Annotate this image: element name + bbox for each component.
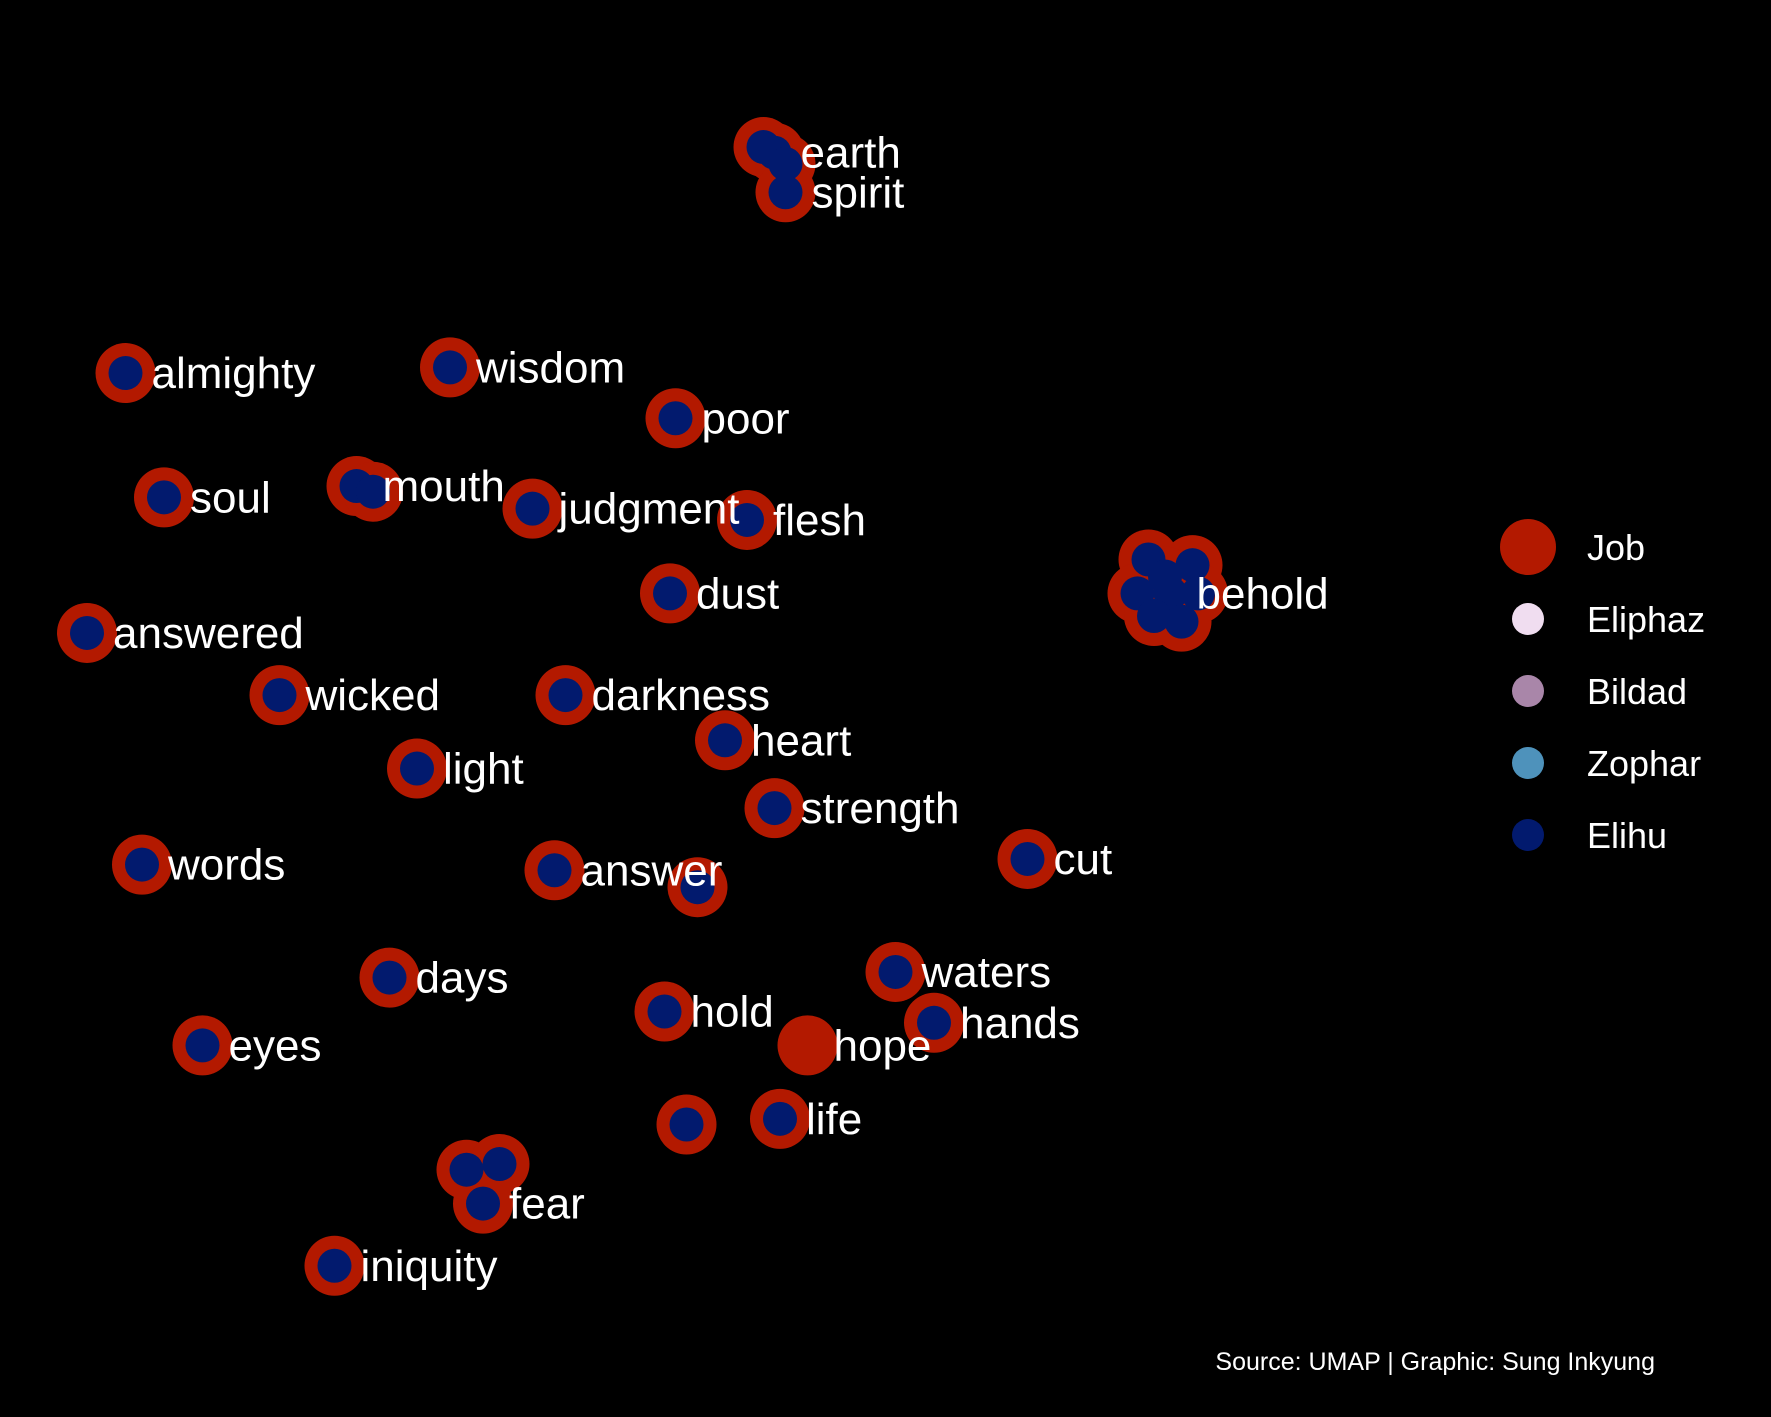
word-label-strength: strength (801, 784, 960, 833)
elihu-point-judgment (515, 491, 550, 526)
elihu-point-behold-6 (1164, 604, 1199, 639)
elihu-point-behold-7 (1148, 559, 1182, 594)
elihu-point-answer (537, 853, 572, 888)
word-label-light: light (443, 745, 524, 794)
word-label-cut: cut (1054, 835, 1113, 884)
points-layer (57, 117, 1228, 1296)
elihu-point-dust (653, 576, 687, 611)
word-label-iniquity: iniquity (361, 1242, 498, 1291)
word-label-earth: earth (801, 129, 901, 178)
word-label-fear: fear (509, 1180, 585, 1229)
word-label-flesh: flesh (773, 496, 866, 545)
word-label-almighty: almighty (152, 349, 316, 398)
word-label-wicked: wicked (305, 671, 441, 720)
legend-label-bildad: Bildad (1587, 671, 1687, 712)
job-point-hope (777, 1015, 838, 1076)
elihu-point-days (372, 960, 407, 995)
elihu-point-fear-2 (482, 1147, 517, 1182)
elihu-point-heart (708, 723, 742, 758)
elihu-point-flesh (730, 502, 764, 537)
elihu-point-fear (466, 1186, 500, 1221)
elihu-point-eyes (185, 1028, 220, 1063)
legend-key-bildad (1512, 675, 1544, 707)
legend-label-job: Job (1587, 527, 1645, 568)
word-label-answer: answer (581, 846, 723, 895)
elihu-point-answered (70, 615, 104, 650)
word-label-heart: heart (751, 716, 851, 765)
elihu-point-darkness (548, 678, 583, 713)
word-label-wisdom: wisdom (475, 343, 625, 392)
word-label-hands: hands (960, 999, 1080, 1048)
elihu-point-life-1 (669, 1107, 704, 1142)
word-label-judgment: judgment (557, 485, 740, 534)
elihu-point-iniquity (317, 1248, 352, 1283)
elihu-point-wisdom (433, 350, 467, 385)
legend-key-job (1500, 519, 1556, 575)
word-label-words: words (167, 841, 285, 890)
elihu-point-spirit (768, 175, 803, 210)
elihu-point-words (125, 847, 159, 882)
elihu-point-strength (757, 791, 792, 826)
word-label-hold: hold (691, 988, 774, 1037)
legend: Job Eliphaz Bildad Zophar Elihu (1500, 519, 1705, 856)
legend-key-elihu (1512, 819, 1544, 851)
word-label-hope: hope (834, 1021, 932, 1070)
word-label-waters: waters (921, 948, 1052, 997)
elihu-point-behold-4 (1181, 576, 1215, 611)
elihu-point-mouth-1 (356, 474, 390, 509)
word-label-answered: answered (113, 609, 304, 658)
elihu-point-waters (878, 954, 913, 989)
word-label-darkness: darkness (592, 671, 771, 720)
elihu-point-answer-1 (680, 870, 715, 905)
elihu-point-soul (147, 480, 181, 515)
elihu-point-behold-2 (1175, 548, 1210, 583)
elihu-point-hands (917, 1005, 951, 1040)
legend-label-elihu: Elihu (1587, 815, 1667, 856)
elihu-point-life (763, 1101, 797, 1136)
word-label-mouth: mouth (383, 462, 505, 511)
elihu-point-poor (658, 401, 693, 436)
elihu-point-hold (647, 994, 682, 1029)
word-label-life: life (806, 1095, 862, 1144)
word-label-soul: soul (190, 473, 271, 522)
word-label-poor: poor (702, 394, 790, 443)
legend-key-eliphaz (1512, 603, 1544, 635)
legend-key-zophar (1512, 747, 1544, 779)
legend-label-zophar: Zophar (1587, 743, 1701, 784)
elihu-point-cut (1010, 841, 1045, 876)
word-label-dust: dust (696, 569, 779, 618)
caption: Source: UMAP | Graphic: Sung Inkyung (1215, 1348, 1655, 1376)
elihu-point-light (400, 751, 434, 786)
elihu-point-wicked (262, 678, 297, 713)
elihu-point-behold-5 (1137, 599, 1171, 633)
word-label-eyes: eyes (229, 1021, 322, 1070)
word-label-behold: behold (1197, 569, 1329, 618)
elihu-point-almighty (108, 356, 143, 391)
word-label-days: days (416, 954, 509, 1003)
elihu-point-fear-1 (449, 1152, 484, 1187)
legend-label-eliphaz: Eliphaz (1587, 599, 1705, 640)
elihu-point-earth-2 (768, 147, 803, 181)
word-label-spirit: spirit (812, 168, 905, 217)
